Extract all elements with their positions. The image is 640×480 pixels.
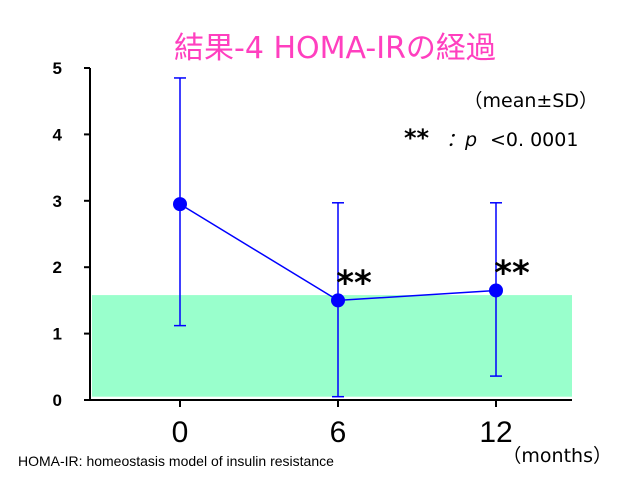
y-tick-label: 4 <box>53 125 63 144</box>
y-ticks: 0 1 2 3 4 5 <box>53 59 90 410</box>
y-tick-label: 5 <box>53 59 62 78</box>
y-tick-label: 0 <box>53 391 62 410</box>
series-layer: ** ** <box>173 77 530 398</box>
x-tick-label: 6 <box>330 416 347 449</box>
x-ticks: 0 6 12 <box>172 400 513 449</box>
p-value-label: ：p <box>446 129 477 151</box>
y-tick-label: 3 <box>53 192 62 211</box>
reference-band <box>92 295 572 397</box>
x-tick-label: 12 <box>479 416 512 449</box>
mean-sd-note: （mean±SD） <box>464 90 599 112</box>
p-value-threshold: <0. 0001 <box>490 129 578 151</box>
chart-title: 結果-4 HOMA-IRの経過 <box>174 31 496 66</box>
data-point <box>173 197 187 212</box>
x-unit-label: （months） <box>502 445 612 467</box>
x-tick-label: 0 <box>172 416 189 449</box>
y-tick-label: 1 <box>53 325 62 344</box>
p-value-stars: ** <box>404 124 430 152</box>
y-tick-label: 2 <box>53 258 62 277</box>
significance-marker: ** <box>336 263 372 303</box>
data-point <box>489 283 503 298</box>
data-point <box>331 293 345 308</box>
significance-marker: ** <box>494 253 530 293</box>
axes <box>89 68 572 401</box>
footnote: HOMA-IR: homeostasis model of insulin re… <box>18 453 334 469</box>
reference-band-layer <box>92 295 572 397</box>
